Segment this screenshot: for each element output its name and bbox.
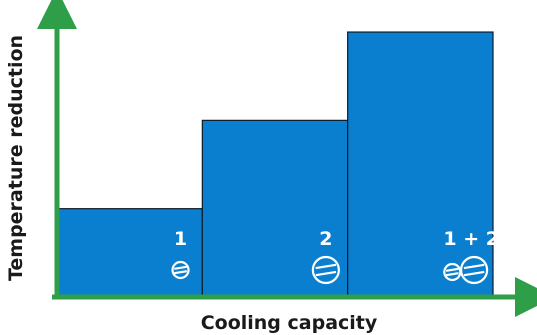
- y-axis-label: Temperature reduction: [5, 35, 27, 281]
- compressor-icons-group: [171, 255, 489, 285]
- x-axis-label: Cooling capacity: [201, 312, 378, 334]
- compressor-large-icon: [311, 255, 340, 285]
- bar-label-1: 1: [174, 228, 187, 250]
- bar-2: [201, 119, 349, 298]
- bar-label-2: 2: [319, 228, 332, 250]
- bars-group: [56, 31, 494, 298]
- compressor-small-icon: [171, 260, 190, 280]
- bar-label-3: 1 + 2: [443, 228, 499, 250]
- bar-labels-group: 1 2 1 + 2: [174, 228, 499, 250]
- compressor-large-icon: [460, 255, 489, 285]
- bar-3: [347, 31, 494, 298]
- bar-1: [56, 208, 203, 298]
